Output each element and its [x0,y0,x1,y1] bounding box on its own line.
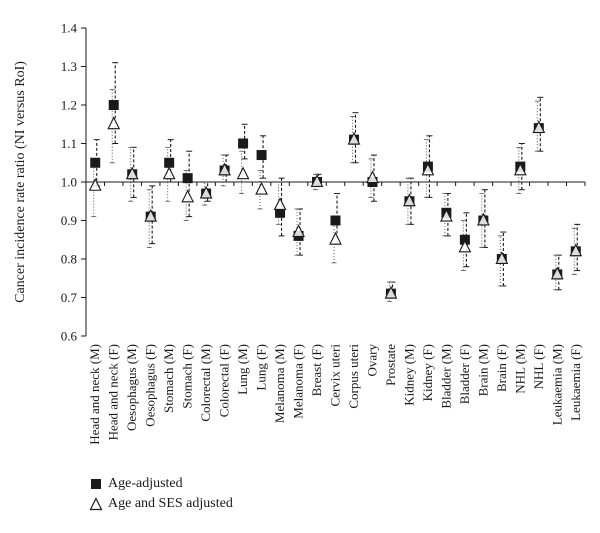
point-ses-adjusted [421,162,435,176]
y-tick-label: 0.9 [61,213,77,228]
y-tick-label: 1.2 [61,98,77,113]
x-category-label: Lung (M) [235,344,250,395]
axes-layer [81,27,586,337]
x-category-label: Oesophagus (F) [143,344,158,427]
x-category-label: Brain (F) [494,344,509,392]
x-category-label: Cervix uteri [328,344,343,407]
x-category-label: Bladder (M) [438,344,453,409]
x-category-label: Stomach (F) [180,344,195,409]
point-age-adjusted [164,157,175,168]
x-category-label: Kidney (F) [420,344,435,401]
point-ses-adjusted [292,224,305,237]
x-category-label: Leukaemia (M) [549,344,564,425]
point-age-adjusted [330,215,341,226]
x-category-label: Melanoma (M) [272,344,287,423]
point-ses-adjusted [236,166,250,180]
point-age-adjusted [182,173,193,184]
point-ses-adjusted [458,239,472,253]
point-ses-adjusted [199,185,213,199]
point-ses-adjusted [384,285,398,299]
point-ses-adjusted [88,178,102,191]
x-category-label: NHL (M) [512,344,527,394]
point-ses-adjusted [329,231,342,245]
y-tick-label: 1.3 [61,59,77,74]
point-age-adjusted [238,138,249,149]
label-layer: 0.6 0.7 0.8 0.9 1.0 1.1 1.2 1.3 1.4 Head and neck… [61,21,583,445]
point-ses-adjusted [310,174,324,187]
x-category-label: Kidney (M) [401,344,416,406]
y-tick-label: 1.0 [61,175,77,190]
y-axis-title: Cancer incidence rate ratio (NI versus R… [13,61,28,303]
point-ses-adjusted [181,189,195,203]
point-ses-adjusted [255,181,268,195]
x-category-label: Head and neck (M) [87,344,102,445]
point-ses-adjusted [532,120,546,134]
point-age-adjusted [275,207,286,218]
x-category-label: Colorectal (M) [198,344,213,422]
y-tick-label: 1.4 [61,21,78,36]
x-category-label: Corpus uteri [346,344,361,409]
point-ses-adjusted [513,162,527,176]
point-ses-adjusted [347,131,361,145]
point-ses-adjusted [144,208,158,222]
point-ses-adjusted [273,197,287,211]
y-tick-label: 0.7 [61,290,78,305]
point-ses-adjusted [366,170,379,184]
point-ses-adjusted [439,208,453,222]
y-tick-label: 1.1 [61,136,77,151]
point-ses-adjusted [569,243,583,257]
x-category-label: Oesophagus (M) [124,344,139,431]
x-category-label: Lung (F) [254,344,269,391]
x-category-label: Stomach (M) [161,344,176,413]
point-ses-adjusted [495,251,509,264]
x-category-label: Head and neck (F) [106,344,121,440]
x-category-label: Ovary [364,344,379,377]
x-category-label: Leukaemia (F) [568,344,583,421]
point-ses-adjusted [218,162,232,176]
x-category-label: NHL (F) [531,344,546,389]
x-category-label: Brain (M) [475,344,490,396]
x-category-label: Prostate [383,344,398,386]
point-ses-adjusted [107,116,121,130]
y-tick-label: 0.8 [61,252,77,267]
point-ses-adjusted [403,193,416,207]
marker-layer [88,100,583,299]
y-tick-label: 0.6 [61,329,78,344]
x-category-label: Bladder (F) [457,344,472,404]
point-age-adjusted [90,157,101,168]
point-ses-adjusted [125,166,139,180]
point-age-adjusted [108,100,119,110]
x-category-label: Melanoma (F) [291,344,306,419]
point-ses-adjusted [550,266,564,280]
x-category-label: Breast (F) [309,344,324,396]
point-age-adjusted [256,150,267,161]
point-ses-adjusted [162,166,176,180]
x-category-label: Colorectal (F) [217,344,232,417]
point-ses-adjusted [476,212,490,226]
